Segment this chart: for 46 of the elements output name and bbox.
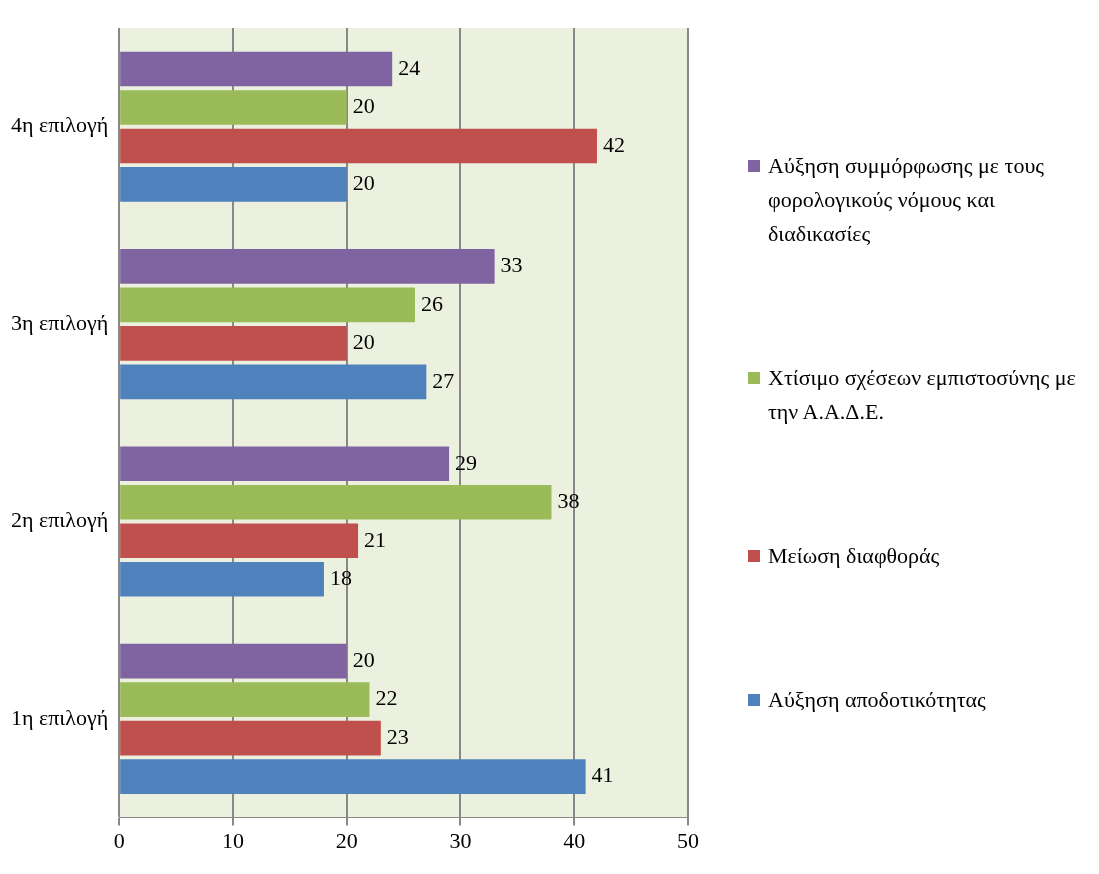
bar (120, 561, 324, 597)
bar (120, 759, 586, 794)
x-tick-label: 10 (221, 827, 244, 853)
data-label: 20 (352, 329, 375, 355)
bar (120, 287, 415, 323)
data-label: 38 (557, 488, 580, 514)
y-tick-label: 2η επιλογή (10, 507, 109, 533)
data-label: 27 (432, 367, 455, 393)
legend-label: Χτίσιμο σχέσεων εμπιστοσύνης με την Α.Α.Δ.Ε. (768, 364, 1077, 426)
bar (120, 643, 347, 679)
data-label: 21 (364, 526, 387, 552)
bar (120, 326, 347, 361)
data-label: 20 (352, 93, 375, 119)
data-label: 42 (602, 131, 625, 157)
bar (120, 51, 393, 87)
bar (120, 523, 359, 559)
x-tick-label: 20 (335, 827, 358, 853)
legend-label: Αύξηση συμμόρφωσης με τους φορολογικούς νόμους και διαδικασίες (768, 152, 1045, 248)
bar (120, 128, 597, 164)
x-tick-label: 0 (113, 827, 125, 853)
y-tick-label: 4η επιλογή (10, 112, 109, 138)
y-tick-label: 1η επιλογή (10, 704, 109, 730)
x-tick-label: 50 (677, 827, 699, 853)
bar (120, 90, 347, 125)
x-tick-label: 30 (449, 827, 472, 853)
bar (120, 484, 552, 520)
bar (120, 364, 427, 400)
data-label: 41 (591, 762, 614, 788)
bar (120, 446, 450, 482)
data-label: 24 (398, 54, 421, 80)
data-label: 29 (455, 449, 478, 475)
x-tick-label: 40 (563, 827, 586, 853)
legend-label: Μείωση διαφθοράς (768, 542, 940, 570)
data-label: 20 (352, 170, 375, 196)
data-label: 26 (420, 290, 443, 316)
y-tick-label: 3η επιλογή (10, 309, 109, 335)
data-label: 18 (329, 565, 352, 591)
bar (120, 720, 381, 756)
data-label: 22 (375, 685, 398, 711)
bar (120, 167, 347, 202)
data-label: 20 (352, 646, 375, 672)
legend-label: Αύξηση αποδοτικότητας (768, 686, 986, 714)
data-label: 23 (386, 723, 409, 749)
data-label: 33 (500, 252, 523, 278)
bar (120, 249, 495, 284)
bar (120, 682, 370, 717)
